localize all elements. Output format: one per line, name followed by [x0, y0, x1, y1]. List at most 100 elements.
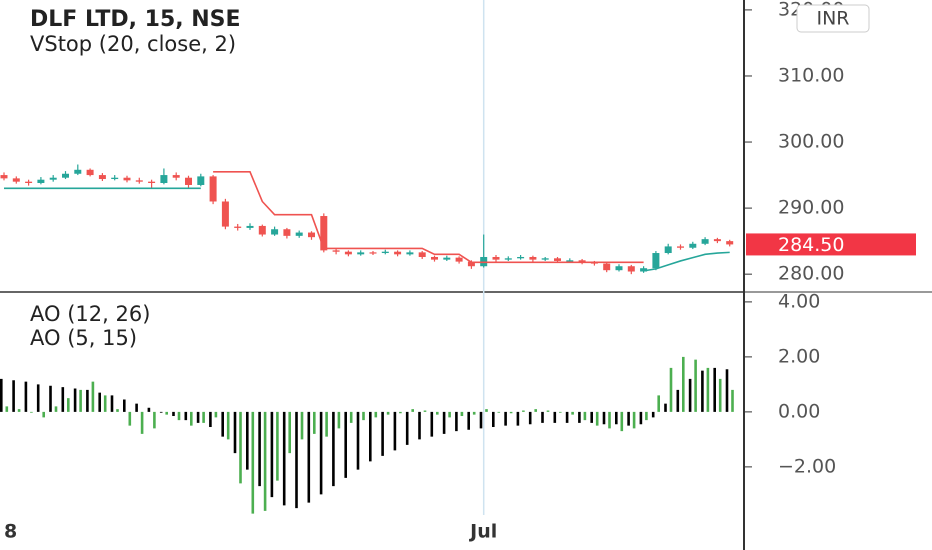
ao-bar — [79, 389, 82, 412]
candle-body — [49, 177, 57, 180]
currency-label: INR — [816, 8, 849, 30]
ao-bar — [246, 411, 249, 470]
ao-bar — [42, 411, 45, 418]
ao-bar — [688, 378, 692, 412]
candle-body — [295, 232, 303, 236]
ao-bar — [251, 411, 255, 514]
candle-body — [197, 176, 205, 185]
candle-body — [652, 253, 660, 269]
ao-bar — [497, 411, 501, 413]
ao-bar — [423, 410, 427, 412]
ao-bar — [706, 367, 710, 412]
ao-bar — [448, 411, 451, 418]
candle-body — [467, 261, 475, 267]
ao-bar — [369, 411, 372, 462]
candle-body — [615, 266, 623, 271]
candle-body — [209, 176, 217, 202]
ao-bar — [12, 380, 15, 412]
candle-body — [529, 256, 537, 260]
last-price-label: 284.50 — [778, 234, 844, 256]
candle-body — [160, 175, 168, 183]
ao-bar — [411, 409, 414, 412]
ao-bar — [307, 411, 311, 503]
ao-bar — [177, 411, 181, 421]
ao-bar — [615, 411, 618, 425]
ao-bar — [418, 411, 421, 440]
ao-bar — [504, 411, 507, 426]
ao-bar — [386, 411, 390, 415]
vstop-up — [643, 251, 730, 272]
legend-entry: AO (5, 15) — [30, 326, 137, 350]
candle-body — [677, 246, 684, 248]
ao-bar — [725, 369, 729, 412]
ao-bar — [467, 411, 470, 430]
y-tick-label: 290.00 — [778, 197, 844, 219]
candle-body — [111, 177, 119, 180]
ao-bar — [455, 411, 458, 432]
ao-bar — [313, 411, 316, 434]
ao-bar — [534, 409, 537, 412]
ao-bar — [479, 411, 483, 429]
ao-bar — [5, 406, 9, 412]
candle-body — [12, 178, 20, 182]
ao-bar — [620, 411, 624, 432]
candle-body — [517, 256, 525, 259]
candle-body — [713, 239, 721, 242]
ao-bar — [86, 389, 89, 412]
y-tick-label: 310.00 — [778, 64, 844, 86]
ao-bar — [128, 411, 132, 426]
candle-body — [234, 226, 242, 228]
ao-bar — [553, 411, 557, 423]
candle-body — [664, 246, 672, 254]
ao-bar — [17, 409, 21, 412]
candle-body — [148, 181, 156, 183]
ao-bar — [381, 411, 384, 456]
candle-body — [627, 266, 635, 272]
x-tick-label: 8 — [4, 521, 17, 543]
ao-bar — [209, 411, 212, 428]
ao-bar — [590, 411, 593, 423]
ao-bar — [49, 385, 52, 412]
y-tick-label: 2.00 — [778, 345, 820, 367]
ao-bar — [713, 367, 716, 412]
candle-body — [74, 169, 82, 174]
currency-button — [796, 4, 870, 33]
ao-bar — [522, 410, 525, 412]
ao-bar — [639, 411, 643, 425]
candle-body — [640, 268, 648, 272]
ao-bar — [239, 411, 242, 484]
ao-bar — [214, 411, 218, 418]
ao-bar — [578, 411, 581, 423]
candle-body — [185, 177, 192, 185]
ao-bar — [110, 395, 114, 412]
ao-bar — [565, 411, 569, 423]
candle-body — [418, 252, 426, 257]
ao-bar — [190, 411, 193, 426]
ao-bar — [226, 411, 230, 440]
y-tick-label: 4.00 — [778, 290, 820, 312]
ao-bar — [541, 411, 544, 423]
ao-bar — [718, 378, 722, 412]
ao-bar — [0, 378, 3, 412]
y-tick-label: 0.00 — [778, 400, 820, 422]
ao-bar — [24, 381, 28, 412]
ao-bar — [202, 411, 205, 423]
candle-body — [123, 177, 131, 181]
ao-bar — [664, 403, 667, 412]
ao-bar — [485, 409, 488, 412]
indicator-label: VStop (20, close, 2) — [30, 32, 236, 56]
ao-bar — [436, 411, 439, 415]
marks: 280.00290.00300.00310.00320.008Jul−2.000… — [0, 0, 844, 543]
ao-bar — [682, 356, 685, 412]
ao-bar — [184, 411, 188, 421]
ao-bar — [657, 395, 660, 412]
ao-bar — [509, 411, 513, 414]
legend-entry: AO (12, 26) — [30, 302, 150, 326]
ao-bar — [701, 370, 704, 412]
ao-bar — [319, 411, 323, 495]
ao-bar — [30, 411, 33, 413]
ao-bar — [430, 411, 434, 437]
ao-bar — [602, 411, 606, 425]
ao-bar — [221, 411, 224, 437]
